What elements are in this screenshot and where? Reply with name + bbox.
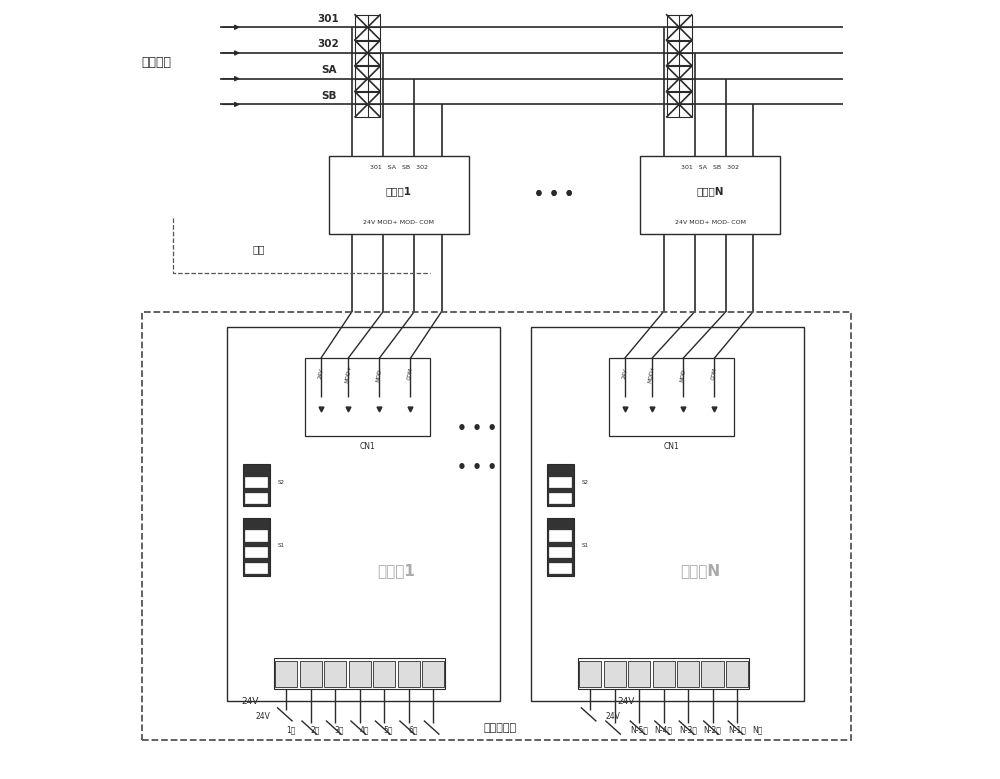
Text: 中继器1: 中继器1	[386, 186, 412, 196]
Text: CN1: CN1	[360, 442, 375, 451]
Text: • • •: • • •	[457, 460, 497, 475]
Bar	[329, 156, 469, 234]
Bar	[243, 464, 270, 506]
Bar	[628, 661, 650, 687]
Text: COM: COM	[711, 367, 718, 381]
Bar	[422, 661, 444, 687]
Text: • • •: • • •	[534, 187, 575, 203]
Bar	[579, 661, 601, 687]
Bar	[355, 66, 380, 91]
Text: 可选: 可选	[252, 245, 265, 254]
Text: N-1樼: N-1樼	[728, 725, 746, 735]
Bar	[398, 661, 420, 687]
Text: N-2樼: N-2樼	[704, 725, 722, 735]
Text: S2: S2	[582, 481, 589, 485]
Text: 24V: 24V	[617, 696, 635, 706]
Text: 24V: 24V	[256, 712, 271, 721]
Text: N樼: N樼	[753, 725, 763, 735]
Text: • • •: • • •	[534, 187, 575, 203]
Text: SB: SB	[321, 91, 336, 100]
Text: 3樼: 3樼	[335, 725, 344, 735]
Text: 24V: 24V	[621, 368, 628, 379]
Text: MOD+: MOD+	[344, 365, 352, 383]
Text: 2樼: 2樼	[310, 725, 320, 735]
Bar	[677, 661, 699, 687]
Text: 5樼: 5樼	[384, 725, 393, 735]
Text: MOD+: MOD+	[648, 365, 656, 383]
Bar	[578, 658, 749, 689]
Bar	[142, 312, 851, 740]
Text: 6樼: 6樼	[408, 725, 418, 735]
Text: 4樼: 4樼	[359, 725, 369, 735]
Bar	[274, 658, 445, 689]
Bar	[324, 661, 346, 687]
Text: CN1: CN1	[664, 442, 679, 451]
Text: S2: S2	[278, 481, 285, 485]
Text: 301: 301	[318, 14, 339, 23]
Text: MOD-: MOD-	[375, 366, 383, 382]
Bar	[653, 661, 675, 687]
Bar	[227, 327, 500, 701]
Bar	[355, 41, 380, 65]
Text: 24V MOD+ MOD- COM: 24V MOD+ MOD- COM	[363, 220, 434, 224]
Bar	[547, 518, 574, 576]
Bar	[640, 156, 780, 234]
Bar	[373, 661, 395, 687]
Bar	[667, 66, 692, 91]
Bar	[305, 358, 430, 436]
Bar	[609, 358, 734, 436]
Text: • • •: • • •	[457, 421, 497, 436]
Text: S1: S1	[278, 543, 285, 548]
Bar	[667, 41, 692, 65]
Text: 1樼: 1樼	[286, 725, 295, 735]
Bar	[275, 661, 297, 687]
Bar	[726, 661, 748, 687]
Bar	[667, 15, 692, 40]
Text: N-5樼: N-5樼	[630, 725, 648, 735]
Text: 远程控制盒: 远程控制盒	[483, 724, 517, 733]
Text: 24V MOD+ MOD- COM: 24V MOD+ MOD- COM	[675, 220, 746, 224]
Bar	[245, 530, 267, 541]
Text: 301   SA   SB   302: 301 SA SB 302	[370, 165, 428, 170]
Text: COM: COM	[407, 367, 414, 381]
Bar	[245, 547, 267, 557]
Bar	[701, 661, 724, 687]
Text: MOD-: MOD-	[679, 366, 687, 382]
Bar	[604, 661, 626, 687]
Text: 302: 302	[318, 40, 339, 49]
Bar	[300, 661, 322, 687]
Text: N-4樼: N-4樼	[655, 725, 673, 735]
Bar	[547, 464, 574, 506]
Text: 301   SA   SB   302: 301 SA SB 302	[681, 165, 739, 170]
Text: SA: SA	[321, 65, 336, 75]
Bar	[549, 563, 571, 573]
Bar	[549, 530, 571, 541]
Text: 通讯戵N: 通讯戵N	[680, 562, 720, 578]
Bar	[245, 563, 267, 573]
Bar	[355, 15, 380, 40]
Bar	[243, 518, 270, 576]
Bar	[349, 661, 371, 687]
Bar	[549, 493, 571, 503]
Text: N-3樼: N-3樼	[679, 725, 697, 735]
Bar	[667, 92, 692, 117]
Bar	[245, 477, 267, 487]
Text: S1: S1	[582, 543, 589, 548]
Text: 24V: 24V	[606, 712, 621, 721]
Text: 24V: 24V	[242, 696, 259, 706]
Text: 电梯主戵: 电梯主戵	[142, 56, 172, 69]
Bar	[549, 477, 571, 487]
Text: 24V: 24V	[317, 368, 324, 379]
Bar	[355, 92, 380, 117]
Bar	[531, 327, 804, 701]
Bar	[549, 547, 571, 557]
Bar	[245, 493, 267, 503]
Text: 中继器N: 中继器N	[697, 186, 724, 196]
Text: 通讯朵1: 通讯朵1	[377, 562, 415, 578]
